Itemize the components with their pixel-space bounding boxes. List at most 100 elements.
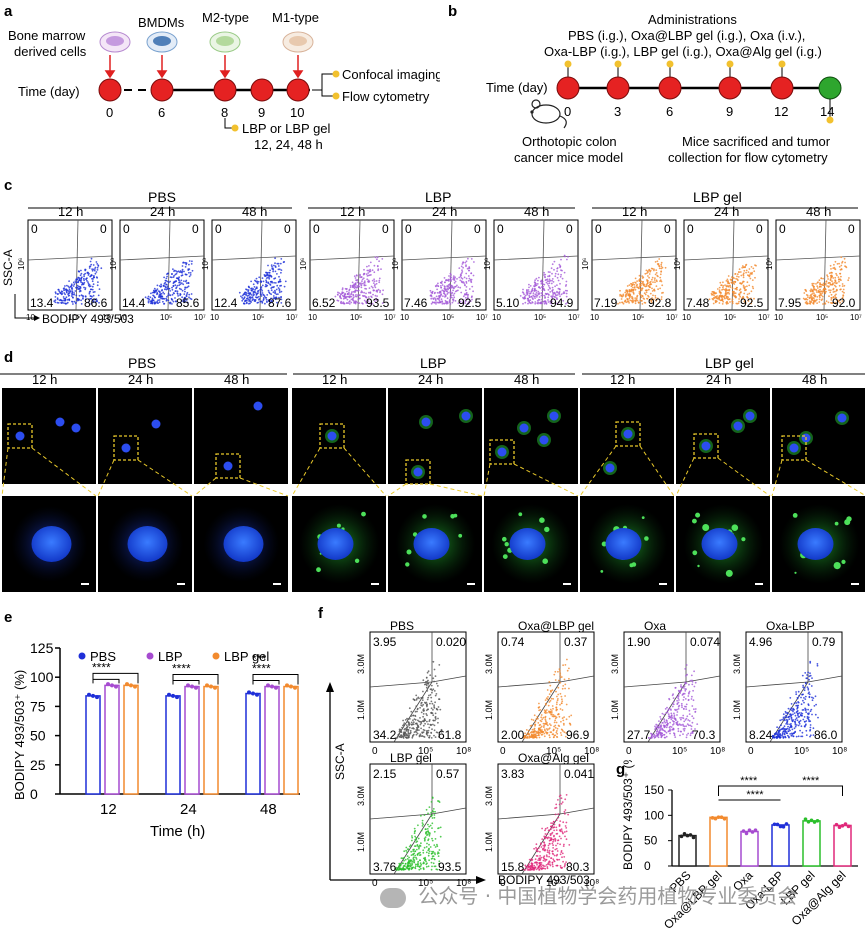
quadrant-ll: 5.10: [496, 296, 520, 310]
micrograph: 24 h: [97, 372, 193, 592]
event-dot: [805, 711, 808, 713]
event-dot: [420, 722, 423, 724]
micrograph: 48 h: [771, 372, 865, 592]
event-dot: [382, 289, 384, 292]
event-dot: [348, 291, 350, 294]
c-xlabel: BODIPY 493/503: [42, 312, 134, 326]
event-dot: [528, 858, 531, 861]
micrograph: 24 h: [387, 372, 483, 592]
event-dot: [659, 716, 662, 718]
event-dot: [454, 285, 457, 288]
event-dot: [694, 710, 697, 713]
event-dot: [620, 295, 623, 297]
event-dot: [655, 269, 658, 271]
event-dot: [556, 695, 558, 698]
event-dot: [779, 737, 781, 739]
event-dot: [527, 302, 529, 305]
event-dot: [547, 863, 550, 866]
c-ylabel: SSC-A: [1, 249, 15, 286]
event-dot: [668, 698, 671, 701]
panel-a: a Bone marrow derived cells BMDMs M2-typ…: [4, 3, 440, 152]
event-dot: [428, 852, 430, 855]
event-dot: [417, 837, 420, 840]
micrograph-time-label: 48 h: [802, 372, 827, 387]
event-dot: [448, 287, 451, 290]
event-dot: [60, 293, 63, 296]
event-dot: [378, 281, 381, 284]
event-dot: [418, 729, 420, 731]
event-dot: [270, 293, 272, 296]
event-dot: [552, 838, 555, 841]
event-dot: [473, 261, 475, 263]
event-dot: [409, 844, 412, 847]
event-dot: [360, 286, 363, 289]
event-dot: [667, 713, 670, 716]
event-dot: [439, 708, 442, 711]
event-dot: [465, 286, 468, 288]
event-dot: [444, 299, 447, 302]
micrograph-top: [484, 388, 578, 484]
event-dot: [78, 270, 80, 273]
event-dot: [69, 285, 72, 288]
event-dot: [188, 296, 190, 299]
event-dot: [528, 868, 530, 871]
event-dot: [543, 846, 546, 848]
event-dot: [721, 289, 723, 291]
event-dot: [725, 290, 727, 293]
event-dot: [735, 287, 737, 290]
event-dot: [432, 852, 434, 854]
x-tick: 10⁵: [794, 746, 809, 757]
event-dot: [673, 734, 676, 737]
e-y-tick: 0: [30, 786, 38, 802]
event-dot: [528, 735, 531, 738]
treatment-line-2: 12, 24, 48 h: [254, 137, 323, 152]
event-dot: [807, 671, 809, 674]
event-dot: [552, 294, 554, 296]
plot-time-label: 24 h: [150, 204, 175, 219]
dish-icon-m1: [282, 31, 314, 53]
event-dot: [90, 263, 93, 266]
event-dot: [420, 842, 422, 845]
y-tick: 10⁶: [201, 258, 210, 270]
event-dot: [457, 286, 460, 288]
event-dot: [278, 289, 281, 292]
event-dot: [841, 300, 844, 302]
event-dot: [685, 664, 688, 666]
event-dot: [158, 301, 161, 304]
event-dot: [411, 862, 413, 865]
event-dot: [792, 713, 794, 716]
event-dot: [176, 284, 179, 287]
event-dot: [440, 731, 443, 733]
event-dot: [528, 286, 530, 289]
event-dot: [426, 720, 428, 723]
event-dot: [551, 278, 554, 280]
event-dot: [415, 694, 418, 697]
event-dot: [786, 723, 789, 725]
event-dot: [425, 733, 428, 735]
event-dot: [420, 704, 422, 706]
event-dot: [647, 288, 650, 291]
event-dot: [156, 288, 159, 290]
event-dot: [185, 295, 188, 298]
event-dot: [88, 267, 91, 269]
zoom-box: [693, 433, 719, 459]
event-dot: [808, 678, 810, 681]
event-dot: [450, 294, 453, 297]
event-dot: [453, 282, 456, 284]
event-dot: [546, 849, 549, 852]
event-dot: [526, 869, 529, 871]
event-dot: [551, 300, 553, 303]
event-dot: [180, 282, 183, 284]
event-dot: [832, 291, 835, 293]
quadrant-lr: 92.0: [832, 296, 856, 310]
event-dot: [83, 286, 85, 289]
event-dot: [264, 285, 267, 288]
event-dot: [168, 287, 171, 290]
event-dot: [656, 274, 659, 277]
event-dot: [677, 730, 680, 733]
quadrant-ll: 7.46: [404, 296, 428, 310]
event-dot: [431, 839, 434, 842]
e-y-tick: 75: [30, 698, 46, 714]
